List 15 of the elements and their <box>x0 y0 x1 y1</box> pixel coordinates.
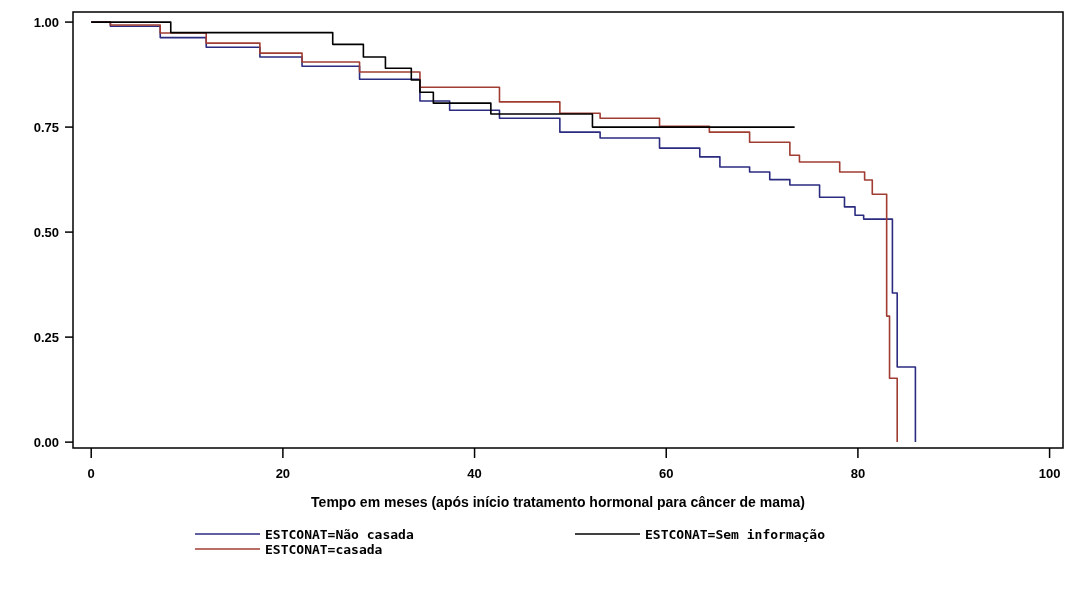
y-tick-label: 0.25 <box>33 329 59 345</box>
x-tick-label: 100 <box>1038 466 1061 481</box>
x-axis-title: Tempo em meses (após início tratamento hormonal para câncer de mama) <box>311 494 805 510</box>
y-tick-label: 0.50 <box>33 224 59 240</box>
y-tick-label: 1.00 <box>33 14 59 30</box>
y-tick-label: 0.00 <box>33 434 59 450</box>
legend-label: ESTCONAT=casada <box>265 541 383 557</box>
legend-label: ESTCONAT=Não casada <box>265 526 414 542</box>
x-tick-label: 40 <box>467 466 482 481</box>
x-tick-label: 80 <box>850 466 866 481</box>
y-tick-label: 0.75 <box>33 119 59 135</box>
x-tick-label: 0 <box>87 466 95 481</box>
x-tick-label: 20 <box>275 466 291 481</box>
x-tick-label: 60 <box>659 466 674 481</box>
legend-label: ESTCONAT=Sem informação <box>645 526 826 542</box>
